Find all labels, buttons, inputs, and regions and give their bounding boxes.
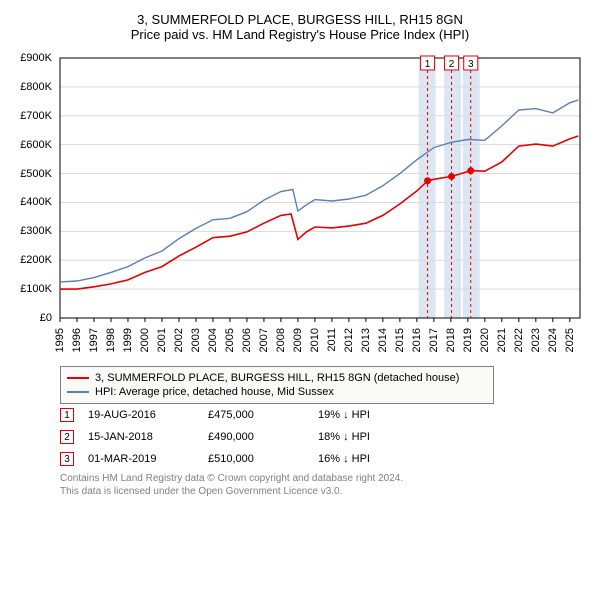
sale-date: 19-AUG-2016 xyxy=(88,409,208,421)
sale-delta: 16% ↓ HPI xyxy=(318,453,438,465)
x-tick-label: 2022 xyxy=(513,328,525,362)
legend-swatch xyxy=(67,391,89,393)
y-tick-label: £600K xyxy=(2,139,52,151)
x-tick-label: 1999 xyxy=(122,328,134,362)
footer-line-1: Contains HM Land Registry data © Crown c… xyxy=(60,472,588,485)
x-tick-label: 2013 xyxy=(360,328,372,362)
x-tick-label: 1995 xyxy=(54,328,66,362)
sale-price: £475,000 xyxy=(208,409,318,421)
chart-container: 3, SUMMERFOLD PLACE, BURGESS HILL, RH15 … xyxy=(12,12,588,498)
y-tick-label: £300K xyxy=(2,225,52,237)
x-tick-label: 2001 xyxy=(156,328,168,362)
y-tick-label: £200K xyxy=(2,254,52,266)
x-tick-label: 2021 xyxy=(496,328,508,362)
sale-date: 01-MAR-2019 xyxy=(88,453,208,465)
legend-label: 3, SUMMERFOLD PLACE, BURGESS HILL, RH15 … xyxy=(95,372,459,384)
footer-line-2: This data is licensed under the Open Gov… xyxy=(60,485,588,498)
x-tick-label: 2002 xyxy=(173,328,185,362)
y-tick-label: £800K xyxy=(2,81,52,93)
x-tick-label: 2020 xyxy=(479,328,491,362)
chart-subtitle: Price paid vs. HM Land Registry's House … xyxy=(12,27,588,42)
x-tick-label: 1998 xyxy=(105,328,117,362)
x-tick-label: 1996 xyxy=(71,328,83,362)
x-tick-label: 2007 xyxy=(258,328,270,362)
x-tick-label: 2017 xyxy=(428,328,440,362)
x-tick-label: 2000 xyxy=(139,328,151,362)
y-tick-label: £500K xyxy=(2,168,52,180)
sale-date: 15-JAN-2018 xyxy=(88,431,208,443)
sale-marker: 3 xyxy=(60,452,74,466)
sale-price: £490,000 xyxy=(208,431,318,443)
x-tick-label: 2004 xyxy=(207,328,219,362)
x-tick-label: 2011 xyxy=(326,328,338,362)
x-tick-label: 2012 xyxy=(343,328,355,362)
sale-marker: 1 xyxy=(60,408,74,422)
legend-row: 3, SUMMERFOLD PLACE, BURGESS HILL, RH15 … xyxy=(67,371,487,385)
legend-label: HPI: Average price, detached house, Mid … xyxy=(95,386,334,398)
y-tick-label: £900K xyxy=(2,52,52,64)
legend-box: 3, SUMMERFOLD PLACE, BURGESS HILL, RH15 … xyxy=(60,366,494,404)
y-tick-label: £700K xyxy=(2,110,52,122)
sale-marker: 2 xyxy=(60,430,74,444)
sales-table: 1 19-AUG-2016£475,00019% ↓ HPI 2 15-JAN-201… xyxy=(60,408,588,466)
y-tick-label: £0 xyxy=(2,312,52,324)
chart-svg: 1 2 3 xyxy=(12,48,588,358)
x-tick-label: 2023 xyxy=(530,328,542,362)
svg-text:1: 1 xyxy=(425,59,431,70)
plot-area: 123 £0£100K£200K£300K£400K£500K£600K£700… xyxy=(12,48,588,358)
y-tick-label: £400K xyxy=(2,196,52,208)
x-tick-label: 2014 xyxy=(377,328,389,362)
x-tick-label: 2008 xyxy=(275,328,287,362)
x-tick-label: 2015 xyxy=(394,328,406,362)
footer-text: Contains HM Land Registry data © Crown c… xyxy=(60,472,588,498)
x-tick-label: 2018 xyxy=(445,328,457,362)
x-tick-label: 2025 xyxy=(564,328,576,362)
svg-text:3: 3 xyxy=(468,59,474,70)
x-tick-label: 2009 xyxy=(292,328,304,362)
x-tick-label: 2019 xyxy=(462,328,474,362)
legend-swatch xyxy=(67,377,89,379)
x-tick-label: 2006 xyxy=(241,328,253,362)
sale-delta: 19% ↓ HPI xyxy=(318,409,438,421)
x-tick-label: 2016 xyxy=(411,328,423,362)
sale-price: £510,000 xyxy=(208,453,318,465)
svg-text:2: 2 xyxy=(449,59,455,70)
x-tick-label: 2024 xyxy=(547,328,559,362)
x-tick-label: 1997 xyxy=(88,328,100,362)
x-tick-label: 2010 xyxy=(309,328,321,362)
x-tick-label: 2005 xyxy=(224,328,236,362)
x-tick-label: 2003 xyxy=(190,328,202,362)
sale-delta: 18% ↓ HPI xyxy=(318,431,438,443)
y-tick-label: £100K xyxy=(2,283,52,295)
chart-title: 3, SUMMERFOLD PLACE, BURGESS HILL, RH15 … xyxy=(12,12,588,27)
legend-row: HPI: Average price, detached house, Mid … xyxy=(67,385,487,399)
